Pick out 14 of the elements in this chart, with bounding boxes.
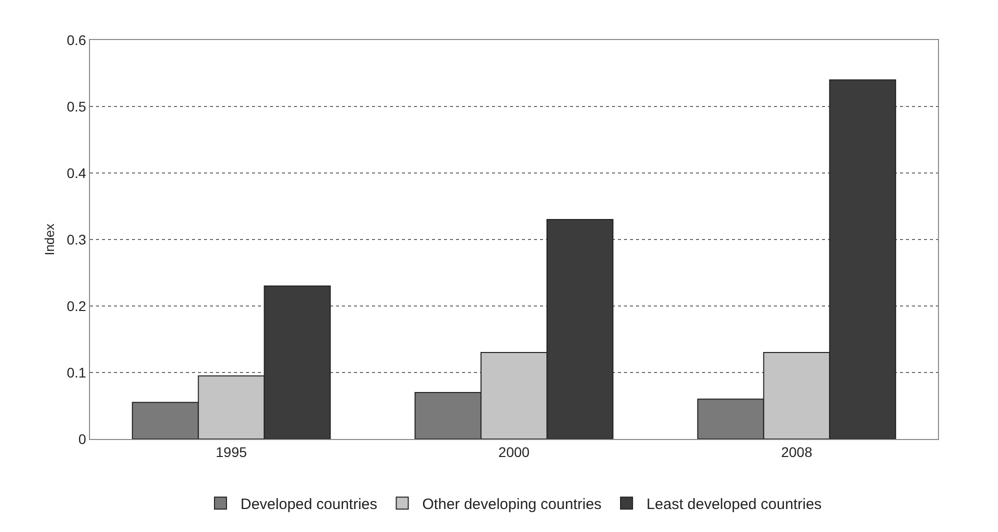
y-axis-title: Index (42, 223, 57, 256)
x-tick-label: 2000 (498, 444, 530, 460)
x-tick-label: 2008 (781, 444, 812, 460)
y-tick-label: 0.3 (66, 231, 86, 248)
legend-label: Least developed countries (646, 496, 822, 513)
y-tick-label: 0.1 (66, 364, 86, 380)
y-tick-label: 0.4 (66, 164, 86, 181)
y-tick-label: 0.6 (66, 32, 86, 48)
legend-label: Other developing countries (422, 496, 602, 513)
y-tick-label: 0 (78, 430, 86, 447)
x-tick-label: 1995 (216, 444, 248, 460)
legend-label: Developed countries (240, 496, 378, 513)
y-tick-label: 0.5 (66, 98, 86, 114)
y-tick-label: 0.2 (66, 298, 86, 314)
